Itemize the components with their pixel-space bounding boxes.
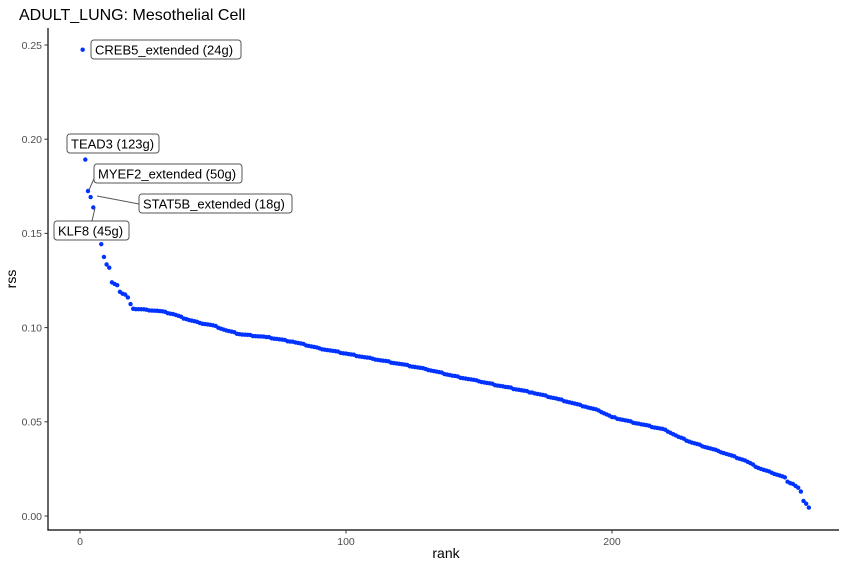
data-point [125, 295, 131, 300]
point-label-text: STAT5B_extended (18g) [143, 197, 285, 212]
point-label-text: TEAD3 (123g) [71, 137, 154, 152]
point-label-box [93, 163, 243, 184]
data-point [83, 157, 88, 162]
data-point [801, 498, 806, 504]
point-label-box [53, 220, 130, 241]
x-axis-label: rank [432, 545, 460, 561]
data-point [128, 301, 133, 307]
point-label-text: MYEF2_extended (50g) [98, 167, 236, 182]
data-point [798, 489, 804, 494]
data-point [104, 262, 109, 267]
data-point [123, 292, 128, 297]
point-labels: CREB5_extended (24g) TEAD3 (123g) MYEF2_ex… [53, 39, 293, 241]
point-label-box [138, 193, 293, 214]
y-tick-label: 0.05 [22, 417, 43, 429]
chart-title: ADULT_LUNG: Mesothelial Cell [19, 7, 245, 24]
x-axis-ticks: 0 100 200 [77, 530, 621, 548]
y-tick-label: 0.20 [22, 134, 43, 146]
y-tick-label: 0.10 [22, 322, 43, 334]
point-label-text: CREB5_extended (24g) [95, 43, 233, 58]
x-tick-label: 100 [337, 536, 355, 548]
data-point [107, 265, 112, 270]
data-point [88, 194, 93, 200]
data-point [806, 505, 812, 510]
x-tick-label: 0 [77, 536, 83, 548]
label-leader-line [91, 207, 96, 222]
point-label-box [90, 39, 242, 60]
y-axis-ticks: 0.00 0.05 0.10 0.15 0.20 0.25 [22, 40, 48, 523]
y-axis-label: rss [3, 270, 19, 289]
data-point [115, 283, 120, 288]
data-point [80, 47, 85, 52]
point-label-text: KLF8 (45g) [58, 224, 123, 239]
data-point [803, 501, 809, 506]
label-leader-line [96, 195, 140, 205]
y-tick-label: 0.15 [22, 228, 43, 240]
data-points [80, 47, 812, 510]
x-tick-label: 200 [603, 536, 621, 548]
data-point [99, 241, 104, 247]
data-point [796, 485, 801, 490]
data-point [782, 475, 788, 480]
data-point [101, 254, 107, 260]
point-label-box [66, 133, 160, 154]
y-tick-label: 0.25 [22, 40, 43, 52]
y-tick-label: 0.00 [22, 511, 43, 523]
